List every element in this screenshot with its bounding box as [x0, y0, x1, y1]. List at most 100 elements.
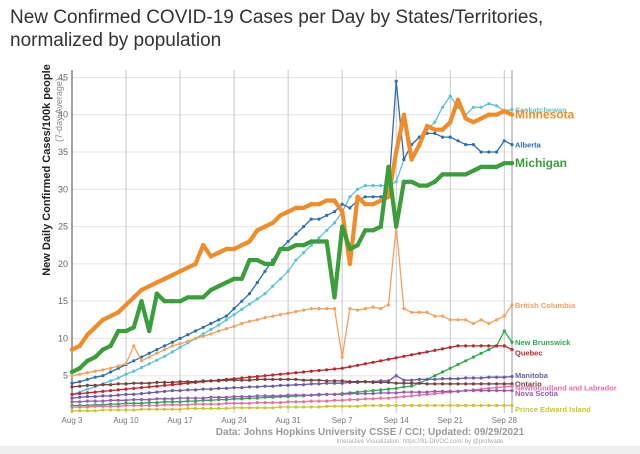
data-point [93, 409, 97, 413]
data-point [440, 127, 445, 132]
data-point [147, 401, 151, 405]
data-point [255, 385, 259, 389]
data-point [487, 102, 491, 106]
data-point [456, 389, 460, 393]
data-point [116, 382, 120, 386]
data-point [363, 397, 367, 401]
data-point [193, 396, 198, 400]
data-point [93, 390, 97, 394]
data-point [371, 305, 375, 309]
data-point [309, 369, 313, 373]
data-point [464, 382, 468, 386]
data-point [456, 362, 460, 367]
data-point [363, 389, 367, 393]
data-point [132, 344, 136, 348]
data-point [124, 372, 128, 376]
data-point [116, 310, 121, 315]
data-point [178, 400, 182, 404]
data-point [510, 374, 514, 379]
data-point [193, 399, 198, 403]
data-point [263, 377, 267, 381]
data-point [271, 377, 275, 381]
data-point [379, 359, 383, 363]
data-point [155, 407, 159, 411]
data-point [193, 380, 198, 384]
x-tick-label: Sep 14 [384, 416, 410, 425]
data-point [348, 365, 352, 369]
data-point [271, 284, 275, 288]
series-end-label: Quebec [515, 349, 543, 358]
data-point [471, 321, 475, 326]
series-end-label: Michigan [515, 156, 567, 170]
data-point [317, 236, 321, 240]
data-point [178, 407, 182, 411]
data-point [286, 239, 290, 244]
data-point [224, 314, 228, 318]
data-point [487, 150, 491, 154]
data-point [109, 366, 113, 370]
bottom-scrollbar [0, 446, 640, 454]
data-point [178, 403, 182, 407]
data-point [170, 344, 174, 348]
data-point [332, 379, 337, 383]
series-british-columbia [70, 225, 514, 378]
data-point [464, 143, 468, 147]
data-point [386, 387, 391, 391]
data-point [294, 393, 298, 397]
plot-area [72, 70, 512, 413]
data-point [440, 403, 445, 408]
data-point [201, 243, 206, 248]
data-point [178, 382, 182, 386]
data-point [325, 381, 329, 385]
data-point [201, 402, 205, 406]
data-point [170, 389, 174, 393]
y-tick-label: 20 [58, 259, 68, 269]
data-point [356, 308, 360, 312]
data-point [139, 381, 144, 385]
data-point [317, 399, 321, 403]
data-point [139, 359, 144, 363]
data-point [186, 339, 190, 343]
data-point [132, 408, 136, 412]
data-point [255, 374, 259, 379]
data-point [440, 347, 445, 351]
data-point [224, 327, 228, 331]
data-point [456, 139, 460, 143]
data-point [217, 329, 221, 333]
data-point [271, 384, 275, 388]
data-point [163, 389, 167, 393]
data-point [78, 380, 82, 384]
data-point [371, 184, 375, 188]
data-point [294, 310, 298, 314]
data-point [456, 318, 460, 322]
data-point [131, 295, 136, 300]
data-point [294, 232, 298, 236]
data-point [486, 112, 491, 117]
data-point [448, 377, 452, 381]
data-point [340, 392, 344, 396]
data-point [432, 127, 437, 132]
data-point [247, 378, 252, 382]
data-point [85, 387, 89, 391]
data-point [378, 198, 383, 203]
data-point [201, 379, 205, 383]
data-point [217, 323, 221, 327]
data-point [479, 344, 483, 348]
data-point [433, 314, 437, 318]
data-point [363, 228, 368, 233]
chart-title: New Confirmed COVID-19 Cases per Day by … [10, 6, 630, 52]
data-point [224, 386, 228, 390]
data-point [139, 386, 144, 390]
data-point [448, 389, 452, 393]
series-lines [69, 79, 515, 413]
x-tick-label: Sep 7 [332, 416, 353, 425]
data-point [255, 401, 259, 405]
data-point [147, 355, 151, 359]
data-point [163, 403, 167, 407]
series-line [71, 389, 513, 403]
x-tick-label: Sep 21 [438, 416, 464, 425]
data-point [208, 287, 214, 293]
data-point [424, 183, 430, 188]
data-point [363, 202, 368, 207]
data-point [302, 383, 306, 387]
